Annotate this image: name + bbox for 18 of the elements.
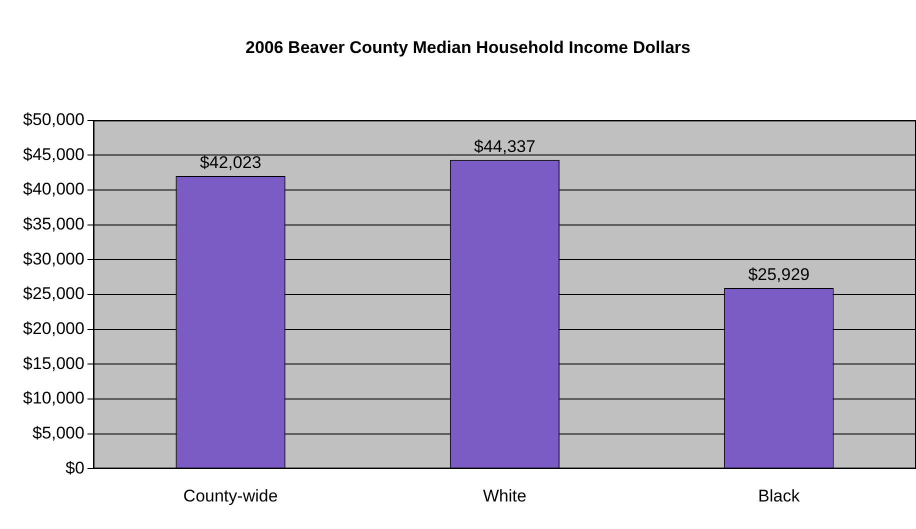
data-label: $42,023	[200, 153, 262, 172]
data-label: $44,337	[474, 137, 536, 156]
y-tick-label: $0	[66, 458, 84, 478]
y-tick-label: $30,000	[23, 249, 84, 268]
data-label: $25,929	[748, 265, 810, 284]
y-tick-label: $40,000	[23, 180, 84, 199]
y-tick-label: $15,000	[23, 354, 84, 373]
x-tick-label: White	[482, 486, 526, 506]
x-tick-label: Black	[758, 486, 800, 506]
y-tick-label: $25,000	[23, 284, 84, 304]
y-tick-label: $5,000	[32, 423, 84, 442]
chart-title: 2006 Beaver County Median Household Income Dollars	[246, 38, 690, 57]
x-tick-label: County-wide	[183, 486, 278, 506]
y-tick-label: $45,000	[23, 144, 84, 164]
y-tick-label: $35,000	[23, 214, 84, 234]
y-tick-label: $10,000	[23, 388, 84, 408]
y-tick-label: $50,000	[23, 110, 84, 130]
y-tick-label: $20,000	[23, 319, 84, 338]
